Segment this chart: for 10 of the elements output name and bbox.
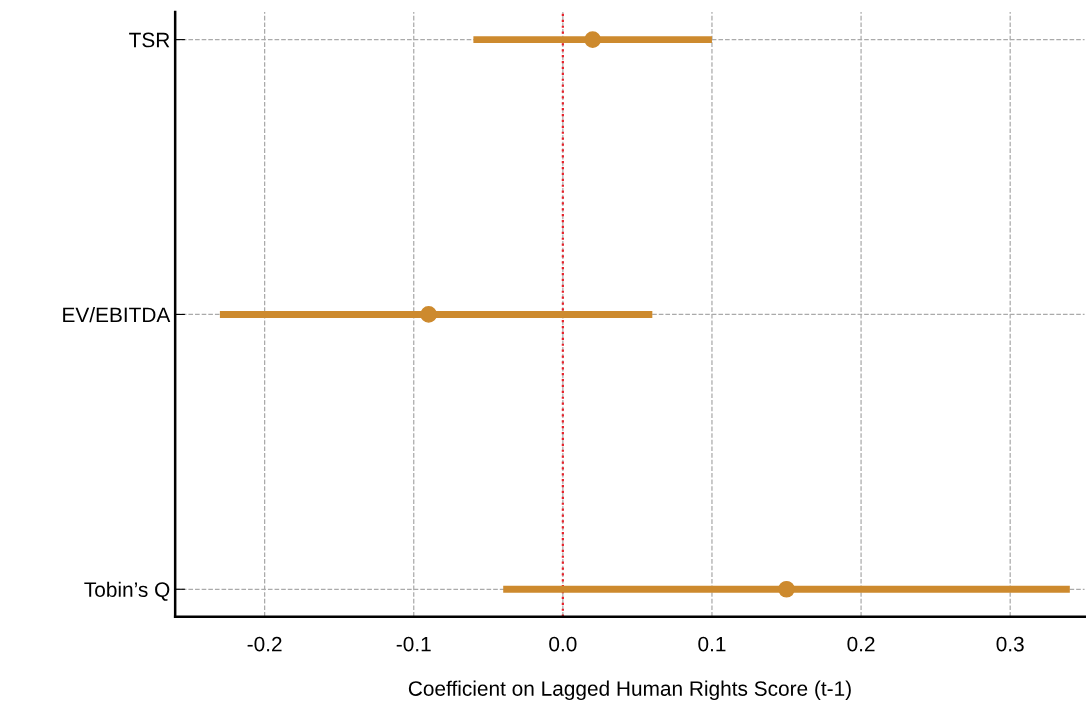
x-tick-label: 0.2 xyxy=(847,636,875,652)
x-tick-label: -0.2 xyxy=(247,636,282,652)
y-tick-label: Tobin’s Q xyxy=(84,581,170,601)
x-axis-title: Coefficient on Lagged Human Rights Score (t-1) xyxy=(408,680,851,701)
x-tick-label: 0.3 xyxy=(996,636,1024,652)
y-tick-label: EV/EBITDA xyxy=(63,306,171,323)
y-tick-label: TSR xyxy=(129,32,170,48)
x-tick-label: -0.1 xyxy=(396,636,431,652)
x-tick-label: 0.1 xyxy=(698,636,726,652)
x-tick-label: 0.0 xyxy=(549,636,577,652)
